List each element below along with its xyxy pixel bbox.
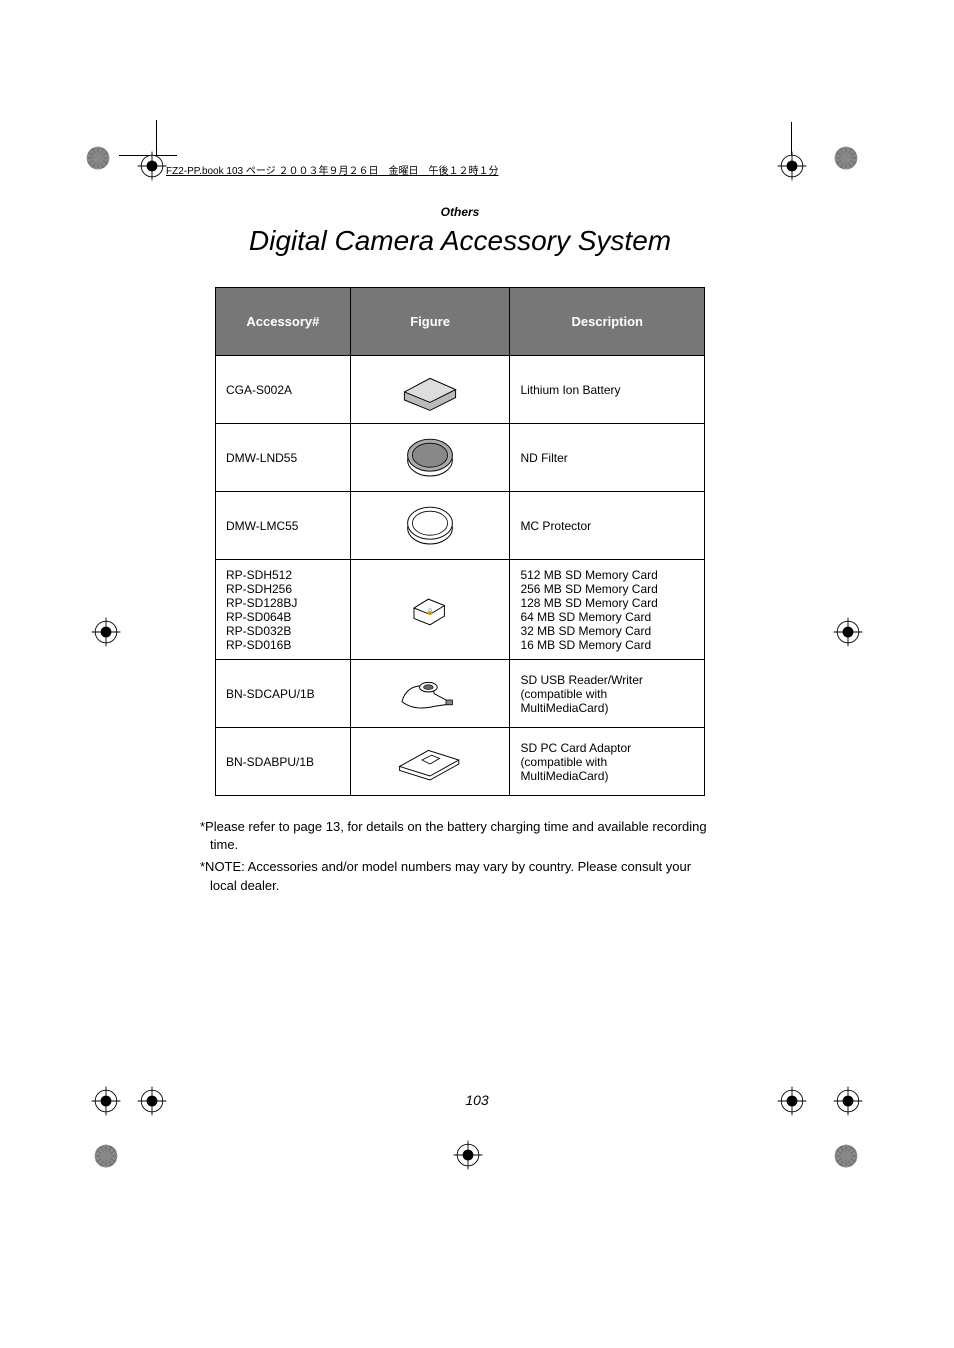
cell-description: Lithium Ion Battery — [510, 356, 705, 424]
battery-icon — [390, 363, 470, 413]
header-accessory: Accessory# — [216, 288, 351, 356]
table-row: BN-SDCAPU/1B SD USB Reader/Writer (compat… — [216, 660, 705, 728]
table-row: RP-SDH512RP-SDH256RP-SD128BJRP-SD064BRP-… — [216, 560, 705, 660]
registration-mark-icon — [774, 1083, 810, 1119]
section-label: Others — [200, 205, 720, 219]
cell-accessory: RP-SDH512RP-SDH256RP-SD128BJRP-SD064BRP-… — [216, 560, 351, 660]
cell-description: 512 MB SD Memory Card256 MB SD Memory Ca… — [510, 560, 705, 660]
cell-accessory: DMW-LND55 — [216, 424, 351, 492]
table-row: DMW-LMC55 MC Protector — [216, 492, 705, 560]
cell-accessory: BN-SDABPU/1B — [216, 728, 351, 796]
mc-protector-icon — [390, 499, 470, 549]
cell-figure — [350, 356, 510, 424]
page-content: Others Digital Camera Accessory System A… — [200, 205, 720, 899]
footnotes: *Please refer to page 13, for details on… — [200, 818, 710, 895]
registration-mark-icon — [828, 140, 864, 176]
header-description: Description — [510, 288, 705, 356]
cell-accessory: DMW-LMC55 — [216, 492, 351, 560]
registration-mark-icon — [88, 1083, 124, 1119]
cell-figure — [350, 728, 510, 796]
registration-mark-icon — [134, 148, 170, 184]
cell-accessory: CGA-S002A — [216, 356, 351, 424]
registration-mark-icon — [88, 614, 124, 650]
footnote: *NOTE: Accessories and/or model numbers … — [200, 858, 710, 894]
registration-mark-icon — [88, 1138, 124, 1174]
registration-mark-icon — [828, 1138, 864, 1174]
table-row: BN-SDABPU/1B SD PC Card Adaptor (compatib… — [216, 728, 705, 796]
cell-description: SD USB Reader/Writer (compatible with Mu… — [510, 660, 705, 728]
sd-card-icon: 🔒 — [390, 583, 470, 633]
cell-description: ND Filter — [510, 424, 705, 492]
table-row: CGA-S002A Lithium Ion Battery — [216, 356, 705, 424]
pc-card-icon — [390, 735, 470, 785]
cell-figure — [350, 424, 510, 492]
usb-reader-icon — [390, 667, 470, 717]
page-title: Digital Camera Accessory System — [200, 225, 720, 257]
cell-figure — [350, 660, 510, 728]
registration-mark-icon — [80, 140, 116, 176]
cell-description: SD PC Card Adaptor (compatible with Mult… — [510, 728, 705, 796]
registration-mark-icon — [450, 1137, 486, 1173]
registration-mark-icon — [830, 1083, 866, 1119]
table-row: DMW-LND55 ND Filter — [216, 424, 705, 492]
nd-filter-icon — [390, 431, 470, 481]
registration-mark-icon — [134, 1083, 170, 1119]
cell-accessory: BN-SDCAPU/1B — [216, 660, 351, 728]
registration-mark-icon — [774, 148, 810, 184]
header-figure: Figure — [350, 288, 510, 356]
cell-description: MC Protector — [510, 492, 705, 560]
cell-figure — [350, 492, 510, 560]
table-header-row: Accessory# Figure Description — [216, 288, 705, 356]
svg-text:🔒: 🔒 — [426, 608, 434, 616]
accessory-table: Accessory# Figure Description CGA-S002A L… — [215, 287, 705, 796]
registration-mark-icon — [830, 614, 866, 650]
footnote: *Please refer to page 13, for details on… — [200, 818, 710, 854]
cell-figure: 🔒 — [350, 560, 510, 660]
doc-header-line: FZ2-PP.book 103 ページ ２００３年９月２６日 金曜日 午後１２時… — [166, 162, 498, 177]
